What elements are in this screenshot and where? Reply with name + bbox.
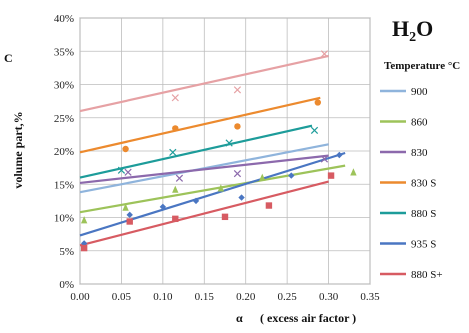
x-tick-label: 0.35: [360, 291, 380, 303]
data-point: [171, 94, 179, 102]
data-point: [169, 148, 177, 156]
data-point: [80, 244, 88, 252]
trend-line-series7: [79, 54, 329, 113]
x-tick-label: 0.15: [195, 291, 215, 303]
trend-line-860: [79, 164, 346, 214]
legend: 900 860 830 830 S 880 S 935 S 880 S+: [380, 86, 443, 281]
x-tick-label: 0.30: [319, 291, 339, 303]
legend-title: Temperature °C: [384, 60, 460, 72]
x-tick-label: 0.00: [70, 291, 90, 303]
y-tick-label: 40%: [54, 13, 74, 25]
data-point: [320, 155, 329, 163]
y-tick-label: 0%: [59, 279, 74, 291]
x-axis-label: ( excess air factor ): [260, 311, 356, 325]
legend-label: 830 S: [411, 178, 436, 190]
trend-line-880s: [79, 124, 313, 179]
y-tick-label: 25%: [54, 113, 74, 125]
series-points: [80, 50, 357, 252]
chart-title: H2O: [392, 16, 433, 45]
chart-title-tail: O: [416, 16, 433, 41]
chart-title-main: H: [392, 16, 409, 41]
trend-line-830s: [79, 96, 321, 154]
data-point: [124, 168, 132, 176]
data-point: [314, 99, 321, 106]
data-point: [259, 173, 266, 181]
data-point: [327, 172, 335, 179]
data-point: [175, 174, 184, 182]
data-point: [122, 203, 129, 211]
chart-title-sub: 2: [409, 30, 416, 45]
data-point: [126, 211, 133, 219]
data-point: [336, 151, 343, 159]
data-point: [159, 203, 167, 211]
legend-label: 880 S+: [411, 269, 443, 281]
data-point: [265, 202, 273, 209]
legend-label: 860: [411, 117, 428, 129]
data-point: [80, 216, 88, 224]
x-tick-label: 0.05: [112, 291, 132, 303]
data-point: [288, 172, 295, 179]
trend-line-880s+: [79, 180, 329, 247]
data-point: [192, 197, 200, 205]
x-tick-label: 0.25: [278, 291, 298, 303]
data-point: [233, 169, 242, 178]
data-point: [172, 125, 179, 132]
legend-label: 900: [411, 86, 428, 98]
x-axis-ticks: 0.00 0.05 0.10 0.15 0.20 0.25 0.30 0.35: [70, 291, 380, 303]
x-tick-label: 0.20: [236, 291, 256, 303]
y-tick-label: 5%: [59, 246, 74, 258]
y-tick-label: 15%: [54, 179, 74, 191]
data-point: [80, 240, 88, 247]
data-point: [122, 145, 129, 153]
data-point: [238, 194, 245, 201]
legend-label: 880 S: [411, 208, 436, 220]
y-tick-label: 20%: [54, 146, 74, 158]
y-tick-label: 35%: [54, 46, 74, 58]
grid: [79, 17, 371, 285]
trend-line-830: [79, 154, 329, 185]
y-tick-label: 30%: [54, 80, 74, 92]
trend-line-935s: [79, 151, 346, 237]
data-point: [350, 168, 357, 176]
data-point: [320, 50, 329, 58]
data-point: [126, 218, 133, 225]
data-point: [217, 184, 225, 192]
y-axis-ticks: 0% 5% 10% 15% 20% 25% 30% 35% 40%: [54, 13, 74, 291]
data-point: [221, 213, 229, 221]
legend-label: 830: [411, 147, 428, 159]
data-point: [234, 123, 241, 130]
series-lines: [79, 54, 346, 247]
data-point: [172, 215, 179, 223]
x-tick-label: 0.10: [153, 291, 173, 303]
y-axis-label-prefix: C: [4, 51, 13, 65]
data-point: [225, 139, 233, 147]
data-point: [310, 126, 319, 135]
data-point: [233, 86, 242, 94]
data-point: [117, 166, 126, 174]
y-axis-label: volume part,%: [11, 111, 25, 188]
data-point: [172, 185, 179, 193]
legend-label: 935 S: [411, 239, 436, 251]
x-axis-symbol: α: [236, 311, 243, 325]
y-tick-label: 10%: [54, 213, 74, 225]
